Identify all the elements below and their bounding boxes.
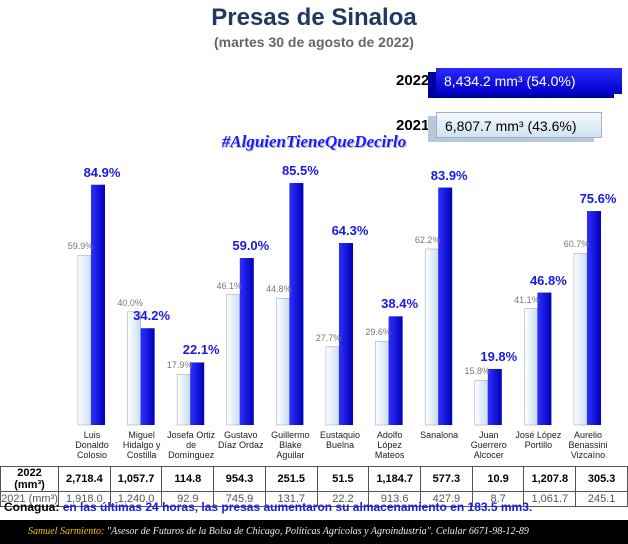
bar [276, 297, 290, 426]
value-label: 64.3% [331, 223, 369, 239]
bar [339, 243, 353, 425]
table-cell: 51.5 [316, 466, 370, 492]
table-cell: 1,240.0 [109, 491, 163, 507]
subtitle: (martes 30 de agosto de 2022) [214, 34, 414, 50]
table-cell: 92.9 [161, 491, 215, 507]
value-label: 38.4% [381, 296, 419, 312]
footer-author: Samuel Sarmiento: [28, 526, 105, 537]
table-cell: 954.3 [213, 466, 266, 492]
bar [573, 252, 588, 426]
bar [474, 380, 489, 426]
note-text: en las últimas 24 horas, las presas aume… [62, 500, 533, 514]
value-label: 59.0% [232, 238, 270, 254]
hashtag: #AlguienTieneQueDecirlo [221, 132, 407, 151]
bar [524, 308, 538, 426]
x-tick-label: Gustavo Díaz Ordaz [218, 430, 264, 450]
bar [289, 183, 304, 425]
table-row: 2022 (mm³) 2,718.4 1,057.7 114.8 954.3 251.5 5… [0, 466, 628, 492]
value-label: 19.8% [480, 348, 518, 364]
table-cell: 305.3 [575, 466, 628, 492]
table-cell: 8.7 [471, 491, 525, 507]
footer: Samuel Sarmiento: "Asesor de Futuros de … [0, 520, 628, 544]
value-label: 59.9% [67, 241, 94, 252]
x-tick-label: Sanalona [420, 430, 459, 440]
bar [487, 368, 502, 425]
value-label: 17.9% [166, 360, 193, 371]
bar [190, 362, 205, 425]
title: Presas de Sinaloa [211, 4, 417, 31]
value-label: 62.2% [414, 234, 441, 245]
x-tick-label: José López Portillo [515, 430, 562, 450]
bar [375, 340, 389, 426]
value-label: 85.5% [281, 163, 319, 179]
value-label: 44.8% [266, 284, 292, 295]
footer-text: "Asesor de Futuros de la Bolsa de Chicag… [106, 526, 529, 537]
table-cell: 114.8 [161, 466, 215, 492]
table-row: 2021 (mm³) 1,918.0 1,240.0 92.9 745.9 131.7 22… [0, 491, 628, 507]
bar [587, 211, 601, 425]
bar [424, 248, 439, 426]
bar [77, 255, 92, 426]
table-cell: 1,057.7 [109, 466, 163, 492]
summary-year: 2021 [396, 117, 430, 134]
table-cell: 131.7 [264, 491, 318, 507]
x-tick-label: Adolfo López Mateos [374, 430, 405, 460]
value-label: 27.7% [315, 332, 342, 343]
x-tick-label: Josefa Ortiz de Domínguez [167, 430, 216, 460]
table-cell: 251.5 [264, 466, 318, 492]
bar [176, 374, 191, 426]
row-header: 2022 (mm³) [0, 466, 59, 492]
table-cell: 10.9 [471, 466, 525, 492]
table-cell: 745.9 [213, 491, 266, 507]
x-tick-label: Eustaquio Buelna [319, 430, 361, 450]
bar [140, 328, 155, 425]
value-label: 46.8% [529, 272, 567, 288]
value-label: 60.7% [563, 239, 590, 250]
value-label: 46.1% [216, 280, 243, 291]
bar [388, 316, 403, 425]
summary-bar: 8,434.2 mm³ (54.0%) [436, 68, 622, 94]
value-label: 75.6% [579, 191, 617, 207]
bar [325, 346, 340, 426]
table-cell: 2,718.4 [58, 466, 111, 492]
table-cell: 1,184.7 [368, 466, 422, 492]
table-cell: 1,207.8 [523, 466, 577, 492]
note: Conagua: en las últimas 24 horas, las pr… [4, 500, 532, 514]
table-cell: 577.3 [420, 466, 473, 492]
note-source: Conagua: [4, 500, 60, 514]
bar [438, 187, 453, 425]
bar [537, 292, 552, 425]
value-label: 41.1% [514, 294, 540, 305]
value-label: 83.9% [430, 167, 468, 183]
table-cell: 1,918.0 [58, 491, 111, 507]
value-label: 40.0% [117, 297, 143, 308]
x-tick-label: Aurelio Benassini Vizcaíno [568, 430, 608, 460]
bar [226, 294, 241, 426]
value-label: 84.9% [83, 164, 121, 180]
summary-year: 2022 [396, 72, 430, 89]
x-tick-label: Guillermo Blake Aguilar [271, 430, 310, 460]
bar [239, 258, 254, 425]
value-label: 29.6% [365, 327, 391, 338]
bar [91, 184, 105, 425]
summary-bar: 6,807.7 mm³ (43.6%) [436, 112, 602, 138]
chart [77, 183, 601, 426]
value-label: 34.2% [133, 308, 171, 324]
bar [127, 311, 141, 426]
value-label: 15.8% [464, 366, 491, 377]
x-tick-label: Juan Guerrero Alcocer [470, 430, 507, 460]
x-tick-label: Miguel Hidalgo y Costilla [122, 430, 161, 460]
value-label: 22.1% [182, 342, 220, 358]
row-header: 2021 (mm³) [0, 491, 59, 507]
data-table: 2022 (mm³) 2,718.4 1,057.7 114.8 954.3 251.5 5… [0, 466, 628, 507]
table-cell: 245.1 [575, 491, 628, 507]
x-tick-label: Luis Donaldo Colosio [75, 430, 109, 460]
